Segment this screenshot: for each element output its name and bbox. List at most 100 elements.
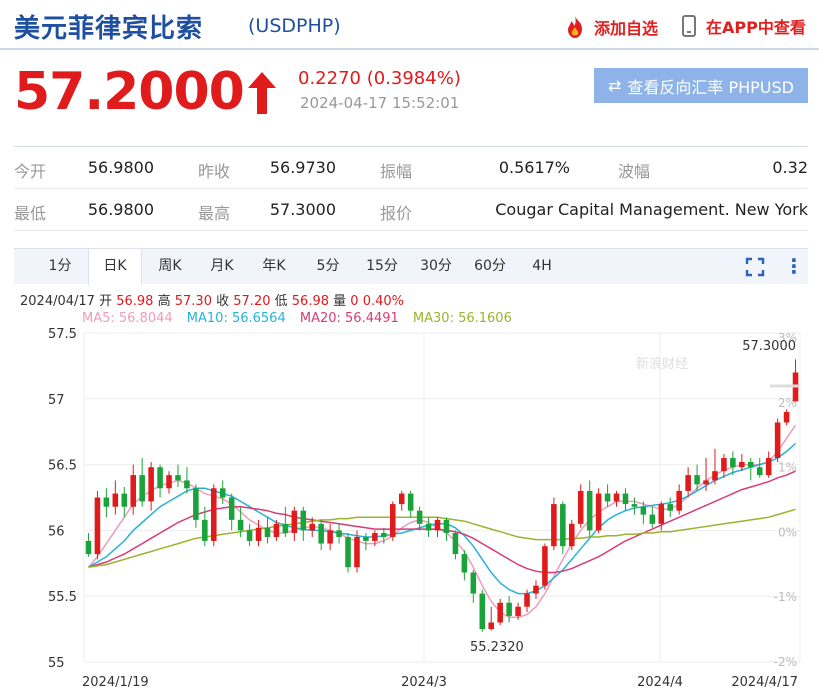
tab-15min[interactable]: 15分: [366, 258, 398, 274]
pct-tick-label: 1%: [778, 461, 797, 475]
reverse-rate-button[interactable]: ⇄ 查看反向汇率 PHPUSD: [594, 68, 808, 103]
candle-body: [569, 523, 575, 547]
reverse-rate-label: 查看反向汇率 PHPUSD: [627, 77, 794, 97]
tab-monthly-k[interactable]: 月K: [210, 258, 234, 274]
ma10-legend: MA10: 56.6564: [186, 311, 286, 326]
ohlc-close: 57.20: [233, 294, 271, 309]
candle-body: [381, 533, 387, 537]
candle-body: [694, 475, 700, 485]
candle-body: [398, 493, 405, 505]
candlestick-chart[interactable]: 57.5 57 56.5 56 55.5 55 3% 2% 1% 0% -1% -2% 2024/1/1…: [0, 322, 819, 688]
candle-body: [202, 519, 208, 541]
candle-body: [175, 475, 181, 481]
info-label: 昨收: [198, 162, 231, 181]
ohlc-volume-label: 量: [333, 294, 347, 309]
candle-body: [354, 536, 360, 568]
candle-body: [282, 523, 289, 534]
candle-body: [94, 497, 101, 555]
candle-body: [676, 490, 682, 511]
candle-body: [604, 493, 611, 502]
tab-60min[interactable]: 60分: [474, 258, 506, 274]
current-price: 57.2000: [14, 62, 245, 122]
price-change: 0.2270 (0.3984%): [298, 68, 461, 89]
info-row: 最低 56.9800 最高 57.3000 报价 Cougar Capital …: [14, 189, 808, 231]
candle-body: [237, 519, 244, 531]
candle-body: [193, 488, 199, 520]
candle-body: [112, 493, 119, 507]
up-arrow-icon: [248, 72, 276, 114]
pct-tick-label: 0%: [778, 525, 797, 539]
candle-body: [443, 519, 450, 534]
info-label: 今开: [14, 162, 47, 181]
candle-body: [157, 467, 163, 489]
y-tick-label: 56: [48, 524, 65, 539]
ohlc-close-label: 收: [216, 294, 230, 309]
pct-tick-label: -2%: [774, 655, 797, 669]
candle-body: [336, 530, 342, 537]
candle-body: [291, 510, 298, 534]
y-tick-label: 57.5: [48, 327, 77, 342]
candle-body: [667, 504, 673, 511]
candle-body: [246, 530, 253, 541]
page-title: 美元菲律宾比索: [14, 14, 204, 44]
tab-daily-k[interactable]: 日K: [88, 248, 142, 285]
candle-body: [577, 490, 584, 524]
ma30-legend: MA30: 56.1606: [412, 311, 512, 326]
candle-body: [309, 523, 315, 531]
candle-body: [103, 497, 110, 507]
info-value: 56.9800: [87, 158, 154, 177]
tab-1min[interactable]: 1分: [48, 258, 72, 274]
open-app-label: 在APP中查看: [706, 18, 806, 37]
candle-body: [640, 506, 647, 515]
candle-body: [542, 546, 548, 586]
candle-body: [631, 504, 638, 507]
candle-body: [228, 497, 235, 520]
candle-body: [345, 536, 351, 568]
tab-5min[interactable]: 5分: [316, 258, 340, 274]
candle-body: [524, 593, 530, 607]
tab-30min[interactable]: 30分: [420, 258, 452, 274]
candle-body: [551, 504, 557, 547]
info-value: 0.32: [772, 158, 808, 177]
fullscreen-icon[interactable]: [745, 257, 765, 277]
info-value: 56.9800: [87, 200, 154, 219]
candle-body: [497, 602, 503, 623]
candle-body: [327, 530, 333, 544]
chart-period-tabs: 1分 日K 周K 月K 年K 5分 15分 30分 60分 4H ⋮: [14, 248, 808, 285]
quote-timestamp: 2024-04-17 15:52:01: [300, 94, 460, 112]
pct-tick-label: 2%: [778, 396, 797, 410]
symbol-code: (USDPHP): [248, 15, 341, 37]
candle-body: [184, 480, 190, 489]
candle-body: [425, 523, 432, 531]
candle-body: [407, 493, 414, 511]
info-value: 0.5617%: [498, 158, 570, 177]
add-watchlist-label: 添加自选: [594, 19, 659, 38]
candle-body: [255, 527, 262, 541]
tab-4h[interactable]: 4H: [532, 258, 552, 274]
y-tick-label: 55: [48, 656, 65, 671]
pct-tick-label: -1%: [774, 590, 797, 604]
candle-body: [121, 493, 128, 507]
candle-body: [479, 593, 486, 630]
ohlc-date: 2024/04/17: [20, 294, 95, 309]
swap-icon: ⇄: [607, 76, 622, 95]
candle-body: [783, 411, 790, 423]
candle-body: [622, 493, 629, 505]
ma5-legend: MA5: 56.8044: [82, 311, 173, 326]
tab-weekly-k[interactable]: 周K: [158, 258, 182, 274]
candle-body: [470, 572, 477, 594]
quote-info-table: 今开 56.9800 昨收 56.9730 振幅 0.5617% 波幅 0.32…: [14, 146, 808, 231]
candle-body: [756, 467, 763, 476]
watermark: 新浪财经: [636, 356, 688, 372]
ohlc-open: 56.98: [116, 294, 154, 309]
add-watchlist-button[interactable]: 添加自选: [562, 14, 658, 40]
open-app-button[interactable]: 在APP中查看: [682, 14, 806, 38]
more-options-icon[interactable]: ⋮: [784, 254, 804, 278]
candle-body: [685, 475, 691, 491]
x-tick-label: 2024/1/19: [82, 675, 149, 688]
x-tick-label: 2024/4/17: [731, 675, 798, 688]
candle-body: [748, 461, 754, 468]
x-tick-label: 2024/4: [637, 675, 683, 688]
pct-tick-label: 3%: [778, 331, 797, 345]
tab-yearly-k[interactable]: 年K: [262, 258, 286, 274]
